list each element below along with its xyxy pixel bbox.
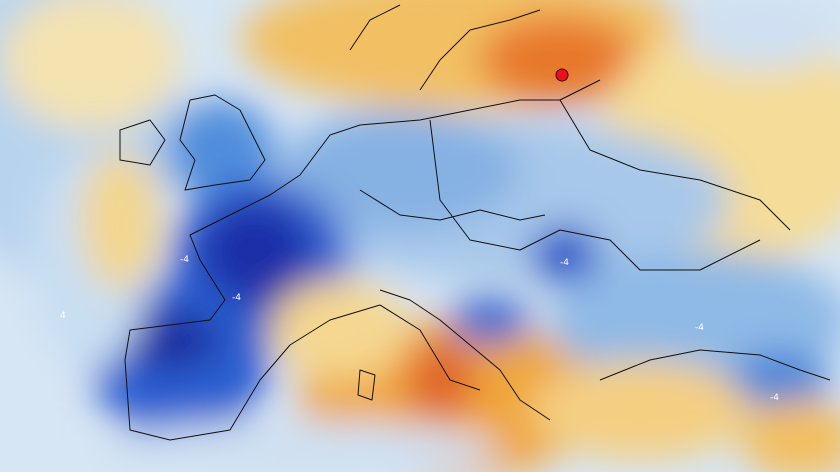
contour-label: -4 — [232, 293, 241, 303]
contour-label: 4 — [60, 311, 66, 321]
contour-label: -4 — [770, 393, 779, 403]
contour-label: -4 — [560, 258, 569, 268]
contour-label: -4 — [695, 323, 704, 333]
contour-labels: -4 -4 -4 4 -4 -4 — [60, 255, 779, 403]
coastlines — [119, 4, 831, 441]
contour-label: -4 — [180, 255, 189, 265]
location-marker — [555, 68, 569, 82]
